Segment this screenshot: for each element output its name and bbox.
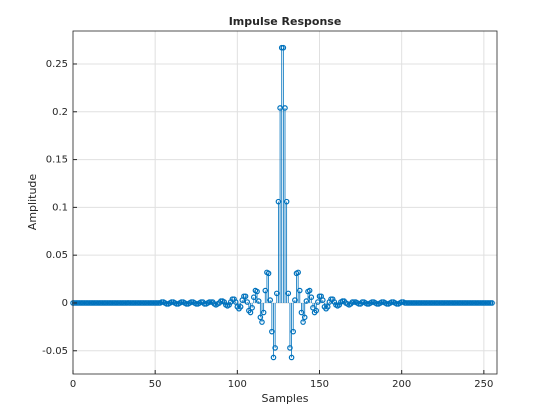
stem-marker <box>272 345 278 351</box>
y-axis-label: Amplitude <box>26 174 39 231</box>
stem-marker <box>270 354 277 361</box>
stem-marker <box>232 299 239 305</box>
stem-marker <box>250 294 257 301</box>
stem-marker <box>269 328 275 335</box>
stem-marker <box>306 287 313 294</box>
stem-marker <box>254 288 260 295</box>
stem-marker <box>290 328 297 335</box>
stem-marker <box>267 297 274 303</box>
stem-marker <box>287 345 293 351</box>
labels: -0.05 0 0.05 0.1 0.15 0.2 0.25 0 50 100 150 200 250 <box>42 59 493 390</box>
y-tick-label: 0.05 <box>46 250 68 261</box>
stem-marker <box>288 354 295 361</box>
stem-marker <box>247 309 254 316</box>
stem-marker <box>257 314 264 321</box>
stem-marker <box>489 300 495 306</box>
stem-marker <box>292 297 298 303</box>
stem-marker <box>260 309 267 316</box>
stem-marker <box>273 290 280 297</box>
y-tick-label: 0.1 <box>52 202 68 213</box>
stem-marker <box>295 269 301 276</box>
y-tick-label: -0.05 <box>42 346 68 357</box>
stem-marker <box>275 198 282 205</box>
stem-marker <box>301 314 308 321</box>
stem-marker <box>296 287 303 294</box>
stem-marker <box>310 304 316 311</box>
stem-marker <box>319 297 326 303</box>
x-tick-label: 50 <box>149 379 162 390</box>
stem-marker <box>265 270 272 277</box>
stem-marker <box>324 303 331 310</box>
x-tick-label: 100 <box>228 379 247 390</box>
stem-marker <box>242 293 249 300</box>
stem-marker <box>259 319 265 325</box>
stem-marker <box>283 198 290 205</box>
stem-marker <box>244 299 251 305</box>
stem-marker <box>298 309 305 316</box>
stem-marker <box>315 299 321 305</box>
stem-marker <box>303 298 310 304</box>
x-tick-label: 0 <box>70 379 76 390</box>
x-axis-label: Samples <box>262 392 309 405</box>
y-tick-label: 0.25 <box>46 59 68 70</box>
x-tick-label: 150 <box>310 379 329 390</box>
x-tick-label: 250 <box>474 379 493 390</box>
stem-marker <box>237 303 244 310</box>
stem-marker <box>280 44 287 51</box>
marks <box>70 44 495 361</box>
y-tick-label: 0.2 <box>52 107 68 118</box>
stem-marker <box>262 287 269 294</box>
stem-marker <box>300 319 306 325</box>
chart-title: Impulse Response <box>229 15 342 28</box>
stem-marker <box>249 304 255 311</box>
stem-marker <box>282 105 288 111</box>
x-tick-label: 200 <box>392 379 411 390</box>
stem-marker <box>255 298 262 304</box>
y-tick-label: 0.15 <box>46 155 68 166</box>
stem-marker <box>313 307 320 314</box>
y-tick-label: 0 <box>62 298 68 309</box>
stem-marker <box>285 290 292 297</box>
axes-box <box>72 30 498 375</box>
stem-marker <box>308 294 315 301</box>
